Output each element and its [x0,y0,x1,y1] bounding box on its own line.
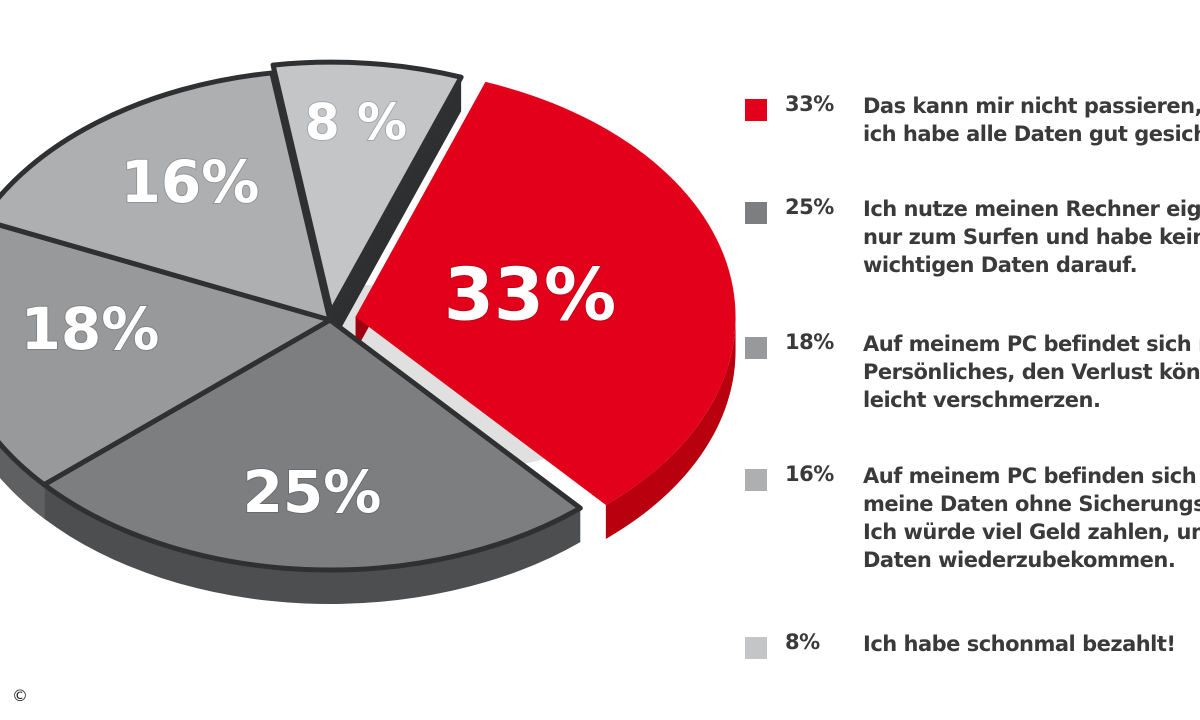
legend-text: Ich nutze meinen Rechner eigentlich nur z… [863,195,1200,279]
copyright-mark: © [12,686,28,705]
legend-text-line: meine Daten ohne Sicherungskopie. [863,492,1200,516]
slice-25 [41,317,583,573]
legend-text-line: Auf meinem PC befinden sich alle [863,464,1200,488]
legend-text-line: nur zum Surfen und habe keine [863,225,1200,249]
legend-percent: 16% [785,462,834,486]
legend-item: 33% Das kann mir nicht passieren, denn ich… [745,92,1200,152]
legend-text-line: wichtigen Daten darauf. [863,253,1138,277]
slice-33-label: 33% [444,253,616,337]
pie-chart-svg: 33% 25% 18% 16% 8 % [0,59,736,604]
legend-item: 18% Auf meinem PC befindet sich nichts Per… [745,330,1200,418]
legend-percent: 33% [785,92,834,116]
pie-chart: 33% 25% 18% 16% 8 % [0,59,736,604]
slice-8-cut [331,77,462,347]
legend-swatch [745,99,767,121]
legend: 33% Das kann mir nicht passieren, denn ich… [745,0,1200,720]
legend-text-line: Ich würde viel Geld zahlen, um meine [863,520,1200,544]
legend-percent: 25% [785,195,834,219]
legend-text: Auf meinem PC befinden sich alle meine Da… [863,462,1200,574]
legend-swatch [745,337,767,359]
legend-text-line: ich habe alle Daten gut gesichert. [863,122,1200,146]
legend-percent: 8% [785,630,820,654]
legend-text: Auf meinem PC befindet sich nichts Persön… [863,330,1200,414]
legend-swatch [745,202,767,224]
slice-33-side [605,316,736,539]
legend-item: 25% Ich nutze meinen Rechner eigentlich nu… [745,195,1200,283]
slice-18-side [0,443,45,519]
legend-text-line: Persönliches, den Verlust könnte ich [863,360,1200,384]
legend-text-line: Daten wiederzubekommen. [863,548,1176,572]
legend-swatch [745,637,767,659]
legend-text-line: Ich nutze meinen Rechner eigentlich [863,197,1200,221]
legend-item: 8% Ich habe schonmal bezahlt! [745,630,1200,662]
legend-item: 16% Auf meinem PC befinden sich alle meine… [745,462,1200,578]
slice-18-label: 18% [21,295,160,363]
legend-text-line: Auf meinem PC befindet sich nichts [863,332,1200,356]
legend-text-line: Ich habe schonmal bezahlt! [863,632,1176,656]
legend-text: Das kann mir nicht passieren, denn ich ha… [863,92,1200,148]
slice-16 [0,70,333,323]
legend-percent: 18% [785,330,834,354]
slice-25-side [44,484,581,604]
slice-16-label: 16% [121,148,260,216]
slice-25-label: 25% [243,458,382,526]
slice-33 [355,81,736,505]
slice-18 [0,222,333,488]
legend-text: Ich habe schonmal bezahlt! [863,630,1200,658]
legend-swatch [745,469,767,491]
legend-text-line: Das kann mir nicht passieren, denn [863,94,1200,118]
slice-8-label: 8 % [305,94,407,152]
legend-text-line: leicht verschmerzen. [863,388,1101,412]
slice-8 [270,59,464,315]
